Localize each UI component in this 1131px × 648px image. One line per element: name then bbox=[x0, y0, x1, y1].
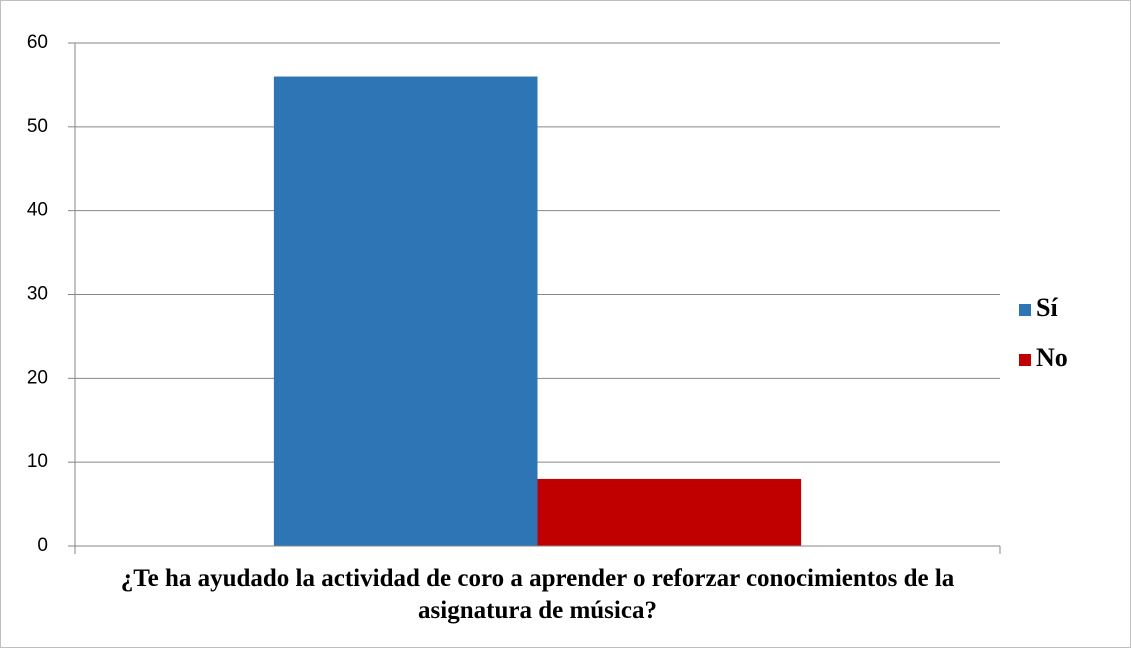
y-tick-label: 0 bbox=[37, 535, 48, 556]
x-category-label: ¿Te ha ayudado la actividad de coro a ap… bbox=[120, 565, 955, 624]
bar bbox=[537, 478, 802, 546]
y-tick-label: 20 bbox=[27, 367, 48, 388]
legend-label: No bbox=[1036, 343, 1068, 372]
y-tick-label: 10 bbox=[27, 451, 48, 472]
y-tick-label: 60 bbox=[27, 32, 48, 53]
y-tick-label: 50 bbox=[27, 116, 48, 137]
legend-swatch bbox=[1019, 354, 1031, 366]
legend-label: Sí bbox=[1036, 293, 1058, 322]
y-tick-label: 30 bbox=[27, 284, 48, 305]
y-tick-label: 40 bbox=[27, 200, 48, 221]
legend-swatch bbox=[1019, 304, 1031, 316]
bar bbox=[273, 76, 538, 547]
